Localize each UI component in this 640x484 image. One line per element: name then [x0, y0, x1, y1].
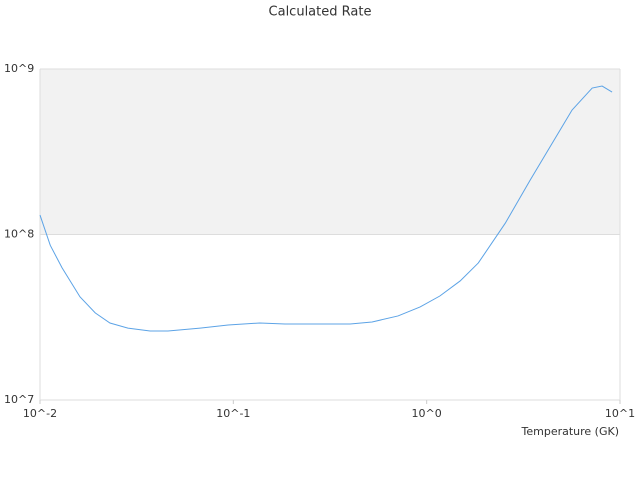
- x-tick-label: 10^1: [605, 407, 635, 420]
- chart-title: Calculated Rate: [269, 5, 372, 20]
- x-tick-label: 10^-1: [216, 407, 250, 420]
- y-tick-label: 10^9: [4, 62, 34, 75]
- data-line: [39, 85, 613, 332]
- x-tick-label: 10^0: [412, 407, 442, 420]
- y-tick-label: 10^7: [4, 393, 34, 406]
- x-tick-label: 10^-2: [23, 407, 57, 420]
- y-tick-label: 10^8: [4, 228, 34, 241]
- x-axis-label: Temperature (GK): [521, 425, 620, 438]
- plot-band: [40, 69, 620, 235]
